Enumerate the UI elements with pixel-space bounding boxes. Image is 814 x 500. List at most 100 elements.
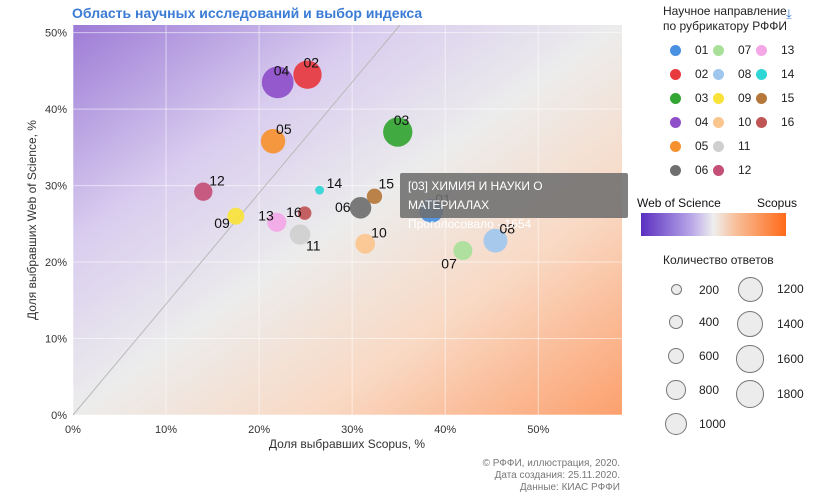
legend-item-04[interactable]: 04 — [670, 115, 708, 129]
legend-label: 03 — [695, 91, 709, 105]
data-point-11[interactable] — [289, 224, 311, 245]
data-point-15[interactable] — [366, 188, 383, 204]
size-legend-item-400: 400 — [669, 315, 719, 329]
legend-dot — [756, 92, 767, 104]
legend-item-06[interactable]: 06 — [670, 163, 708, 177]
point-label-08: 08 — [499, 221, 515, 237]
legend-dot — [670, 116, 681, 128]
data-point-04[interactable] — [261, 66, 294, 99]
legend-title-line2: по рубрикатору РФФИ — [663, 19, 788, 33]
x-axis-label: Доля выбравших Scopus, % — [269, 437, 425, 451]
point-label-04: 04 — [274, 62, 290, 78]
data-point-10[interactable] — [355, 233, 376, 254]
x-axis-ticks: 0% 10% 20% 30% 40% 50% — [65, 424, 549, 436]
legend-item-03[interactable]: 03 — [670, 91, 708, 105]
data-point-13[interactable] — [267, 212, 287, 232]
point-label-13: 13 — [258, 207, 274, 223]
x-tick-label: 30% — [341, 424, 363, 436]
legend-item-09[interactable]: 09 — [713, 91, 751, 105]
point-label-03: 03 — [394, 112, 410, 128]
x-tick-label: 0% — [65, 424, 81, 436]
legend-item-08[interactable]: 08 — [713, 67, 751, 81]
legend-label: 16 — [781, 115, 795, 129]
legend-item-10[interactable]: 10 — [713, 115, 751, 129]
size-legend-item-200: 200 — [670, 282, 720, 297]
legend-item-13[interactable]: 13 — [756, 43, 794, 57]
size-legend-item-600: 600 — [667, 347, 719, 365]
data-point-09[interactable] — [227, 207, 245, 225]
size-legend-label: 1200 — [777, 282, 804, 296]
data-point-05[interactable] — [260, 129, 286, 154]
data-point-08[interactable] — [483, 228, 508, 253]
footer: © РФФИ, иллюстрация, 2020. Дата создания… — [483, 458, 620, 494]
footer-line3: Данные: КИАС РФФИ — [519, 482, 620, 493]
point-label-14: 14 — [327, 175, 343, 191]
x-tick-label: 50% — [527, 424, 549, 436]
y-tick-label: 40% — [45, 104, 67, 116]
legend-label: 14 — [781, 67, 795, 81]
size-legend-label: 1400 — [776, 316, 804, 331]
size-legend-item-1800: 1800 — [735, 379, 804, 409]
legend-dot — [756, 44, 767, 56]
legend-dot — [713, 68, 724, 80]
size-legend-item-1200: 1200 — [737, 276, 804, 302]
legend-item-14[interactable]: 14 — [756, 67, 794, 81]
x-tick-label: 40% — [434, 424, 456, 436]
size-legend-title: Количество ответов — [663, 253, 774, 267]
legend-label: 13 — [781, 43, 795, 57]
legend-item-11[interactable]: 11 — [713, 139, 750, 153]
point-label-10: 10 — [371, 225, 387, 241]
size-legend-circle — [735, 379, 765, 409]
legend-dot — [756, 68, 767, 80]
data-point-06[interactable] — [349, 196, 372, 219]
size-legend-circle — [737, 276, 763, 302]
tooltip: [03] ХИМИЯ И НАУКИ О МАТЕРИАЛАХ Проголос… — [400, 173, 628, 231]
data-point-02[interactable] — [293, 60, 322, 89]
legend-label: 15 — [781, 91, 795, 105]
size-legend-circle — [736, 310, 764, 338]
gradient-bar — [641, 213, 786, 236]
legend-item-02[interactable]: 02 — [670, 67, 708, 81]
point-label-09: 09 — [214, 215, 230, 231]
legend-dot — [713, 44, 724, 56]
legend-item-15[interactable]: 15 — [756, 91, 794, 105]
y-tick-label: 10% — [45, 334, 67, 346]
size-legend-circle — [736, 345, 764, 373]
legend-dot — [756, 116, 767, 128]
y-tick-label: 20% — [45, 257, 67, 269]
data-point-14[interactable] — [315, 185, 324, 195]
legend-dot — [713, 140, 724, 152]
size-legend-label: 1000 — [698, 416, 726, 431]
data-point-12[interactable] — [194, 182, 213, 201]
size-legend-label: 1600 — [776, 351, 804, 366]
legend-item-12[interactable]: 12 — [713, 163, 751, 177]
size-legend-circle — [670, 284, 682, 295]
legend-label: 09 — [738, 91, 752, 105]
size-legend-circle — [669, 315, 683, 329]
size-legend-circle — [666, 380, 686, 400]
legend-item-07[interactable]: 07 — [713, 43, 751, 57]
tooltip-line1: [03] ХИМИЯ И НАУКИ О МАТЕРИАЛАХ — [408, 179, 543, 212]
legend-item-16[interactable]: 16 — [756, 115, 794, 129]
gradient-left-label: Web of Science — [637, 196, 721, 210]
legend-dot — [670, 92, 681, 104]
gradient-right-label: Scopus — [757, 196, 798, 210]
legend-label: 08 — [738, 67, 752, 81]
data-point-03[interactable] — [383, 117, 413, 147]
legend-label: 12 — [738, 163, 752, 177]
legend-item-05[interactable]: 05 — [670, 139, 708, 153]
legend-item-01[interactable]: 01 — [670, 43, 708, 57]
x-tick-label: 10% — [155, 424, 177, 436]
legend-dot — [713, 92, 724, 104]
legend-dot — [670, 68, 681, 80]
x-tick-label: 20% — [248, 424, 270, 436]
data-point-16[interactable] — [297, 206, 312, 220]
size-legend-label: 200 — [699, 282, 720, 297]
download-icon[interactable]: ⤓ — [786, 6, 792, 21]
point-label-15: 15 — [378, 175, 394, 191]
point-label-06: 06 — [335, 199, 351, 215]
size-legend-label: 1800 — [776, 386, 804, 401]
y-axis-label: Доля выбравших Web of Science, % — [25, 120, 39, 320]
data-point-07[interactable] — [453, 241, 473, 261]
